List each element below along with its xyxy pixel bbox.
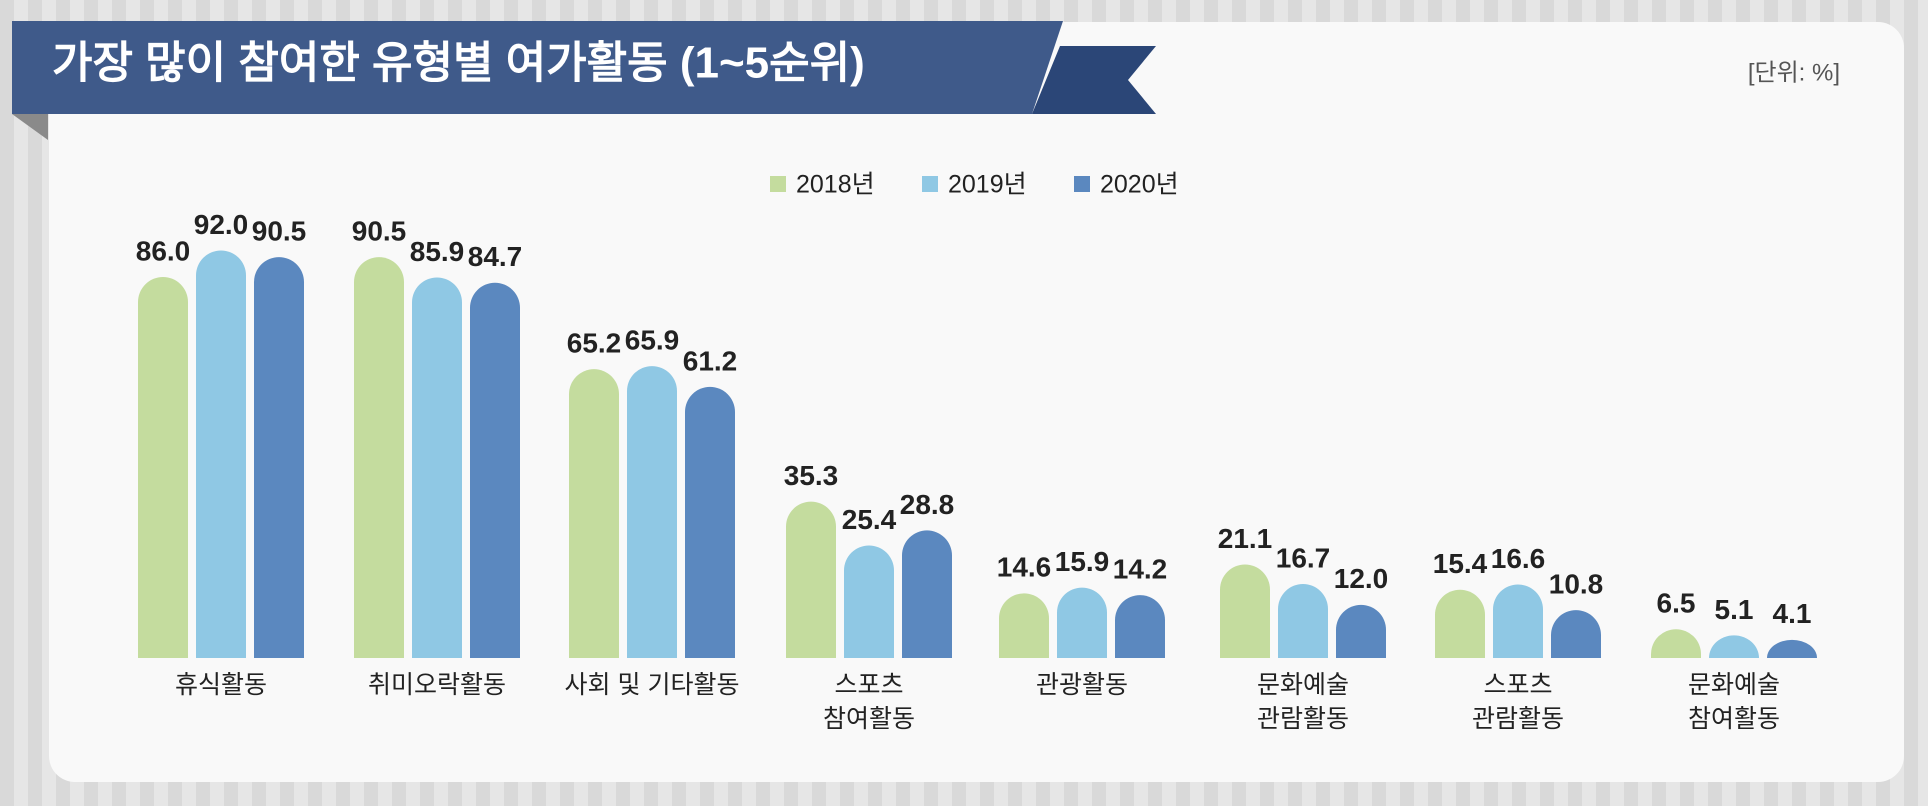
bar xyxy=(138,277,188,658)
value-label: 92.0 xyxy=(194,209,249,240)
bar xyxy=(1493,584,1543,658)
legend-swatch xyxy=(1074,176,1090,192)
title-banner xyxy=(12,21,1063,114)
banner-tab xyxy=(1032,46,1156,114)
legend-swatch xyxy=(770,176,786,192)
bar xyxy=(685,386,735,658)
value-label: 5.1 xyxy=(1715,594,1754,625)
value-label: 28.8 xyxy=(900,489,955,520)
bar xyxy=(469,282,520,658)
legend-label: 2020년 xyxy=(1100,171,1179,199)
category-label: 문화예술 참여활동 xyxy=(1687,671,1780,733)
value-label: 84.7 xyxy=(468,241,523,272)
category-label: 스포츠 관람활동 xyxy=(1471,671,1564,733)
bar xyxy=(902,530,952,658)
bar xyxy=(1220,564,1270,658)
value-label: 65.2 xyxy=(567,328,622,359)
bar xyxy=(569,369,619,658)
bar xyxy=(1278,584,1328,658)
value-label: 15.9 xyxy=(1055,546,1110,577)
bar xyxy=(1767,639,1817,658)
value-label: 25.4 xyxy=(842,504,897,535)
value-label: 4.1 xyxy=(1773,598,1812,629)
value-label: 15.4 xyxy=(1433,548,1488,579)
bar xyxy=(1057,587,1107,658)
value-label: 14.2 xyxy=(1113,553,1168,584)
bar xyxy=(1336,604,1386,658)
bar xyxy=(1651,629,1701,658)
value-label: 85.9 xyxy=(410,236,465,267)
bar xyxy=(1115,595,1165,658)
value-label: 86.0 xyxy=(136,235,191,266)
bar xyxy=(1435,589,1485,658)
category-label: 관광활동 xyxy=(1035,671,1128,699)
bar xyxy=(412,277,462,658)
legend-label: 2018년 xyxy=(796,171,875,199)
unit-label: [단위: %] xyxy=(1748,59,1840,86)
value-label: 90.5 xyxy=(352,215,407,246)
chart-title: 가장 많이 참여한 유형별 여가활동 (1~5순위) xyxy=(52,39,865,88)
value-label: 16.6 xyxy=(1491,543,1546,574)
value-label: 61.2 xyxy=(683,345,738,376)
category-label: 취미오락활동 xyxy=(367,671,506,699)
value-label: 16.7 xyxy=(1276,542,1331,573)
value-label: 21.1 xyxy=(1218,523,1273,554)
category-label: 휴식활동 xyxy=(174,671,267,699)
legend-label: 2019년 xyxy=(948,171,1027,199)
bar xyxy=(254,257,304,658)
category-label: 스포츠 참여활동 xyxy=(822,671,915,733)
value-label: 35.3 xyxy=(784,460,839,491)
bar xyxy=(786,501,836,658)
legend-swatch xyxy=(922,176,938,192)
bar xyxy=(354,257,404,658)
bar xyxy=(627,366,677,658)
value-label: 12.0 xyxy=(1334,563,1389,594)
value-label: 10.8 xyxy=(1549,569,1604,600)
bar xyxy=(999,593,1049,658)
value-label: 65.9 xyxy=(625,324,680,355)
bar xyxy=(196,250,246,658)
bar xyxy=(1709,635,1759,658)
category-label: 문화예술 관람활동 xyxy=(1256,671,1349,733)
value-label: 6.5 xyxy=(1657,588,1696,619)
card xyxy=(49,22,1904,782)
bar xyxy=(844,545,894,658)
value-label: 90.5 xyxy=(252,215,307,246)
bar xyxy=(1551,610,1601,658)
value-label: 14.6 xyxy=(997,552,1052,583)
category-label: 사회 및 기타활동 xyxy=(564,671,740,699)
banner-fold xyxy=(12,114,48,140)
